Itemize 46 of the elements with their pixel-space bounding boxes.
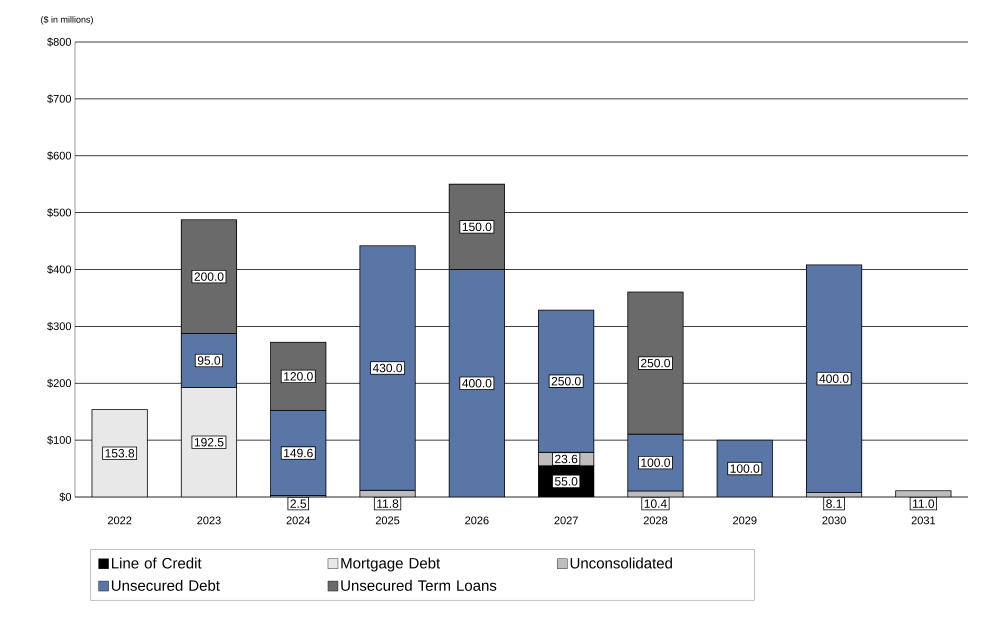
data-label: 10.4	[644, 499, 667, 508]
data-label: 100.0	[730, 464, 760, 473]
data-label: 153.8	[106, 449, 134, 458]
legend-label: Mortgage Debt	[341, 558, 440, 572]
y-tick-label: $0	[59, 492, 72, 502]
legend-label: Unconsolidated	[570, 558, 672, 569]
data-label: 55.0	[554, 477, 578, 486]
x-tick-label: 2025	[376, 516, 400, 524]
x-tick-label: 2026	[465, 516, 489, 524]
data-label: 192.5	[194, 438, 224, 447]
x-tick-label: 2030	[822, 516, 846, 524]
x-tick-label: 2029	[733, 516, 756, 524]
data-label: 23.6	[555, 454, 578, 464]
data-label: 8.1	[826, 499, 842, 508]
data-label: 250.0	[641, 358, 670, 368]
legend-label: Unsecured Debt	[112, 580, 220, 591]
data-label: 400.0	[462, 379, 492, 388]
y-tick-label: $800	[47, 38, 72, 46]
x-tick-label: 2023	[197, 516, 221, 524]
x-tick-label: 2024	[286, 516, 310, 524]
data-label: 400.0	[819, 374, 849, 383]
data-label: 95.0	[198, 356, 220, 365]
x-tick-label: 2028	[644, 516, 668, 524]
y-tick-label: $500	[47, 208, 72, 218]
data-label: 430.0	[372, 364, 402, 372]
data-label: 100.0	[641, 458, 670, 467]
x-tick-label: 2031	[912, 516, 936, 524]
x-tick-label: 2022	[108, 516, 132, 524]
data-label: 11.0	[913, 499, 934, 508]
y-tick-label: $600	[47, 151, 72, 160]
y-axis-title: ($ in millions)	[41, 16, 93, 24]
y-tick-label: $300	[47, 322, 72, 331]
data-label: 149.6	[284, 448, 313, 458]
data-label: 2.5	[290, 499, 306, 508]
y-tick-label: $400	[47, 265, 72, 274]
x-tick-label: 2027	[554, 516, 578, 524]
data-label: 11.8	[377, 499, 398, 508]
y-tick-label: $100	[47, 436, 72, 445]
legend-label: Line of Credit	[112, 558, 202, 569]
y-tick-label: $200	[47, 378, 72, 388]
legend-label: Unsecured Term Loans	[341, 580, 496, 591]
y-tick-label: $700	[47, 94, 72, 104]
data-label: 250.0	[552, 376, 581, 386]
data-label: 200.0	[194, 272, 224, 281]
data-label: 120.0	[284, 372, 313, 381]
data-label: 150.0	[462, 222, 492, 232]
